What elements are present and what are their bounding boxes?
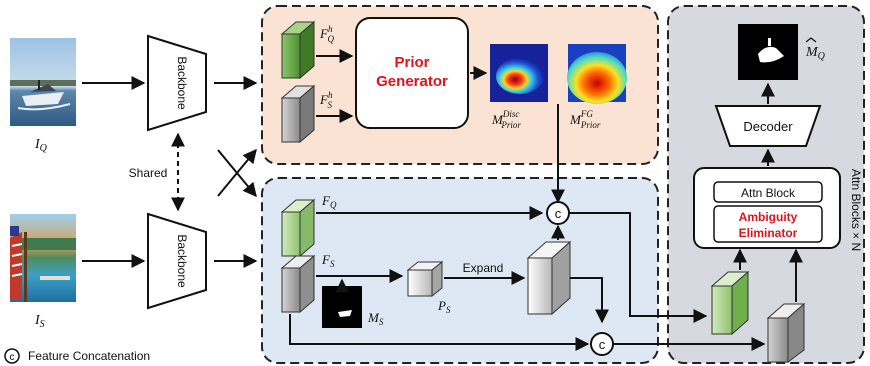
disc-prior-label: MDisc Prior — [491, 109, 521, 130]
prior-generator — [355, 17, 469, 129]
fs-high-label: Fh S — [319, 90, 333, 110]
query-concat-cube — [710, 270, 750, 336]
decoder-label: Decoder — [743, 119, 793, 134]
ps-cube — [406, 260, 444, 298]
support-concat-cube — [766, 302, 806, 363]
legend-concat-icon — [4, 348, 20, 364]
fs-high-cube — [280, 84, 316, 144]
attn-block — [713, 181, 823, 203]
support-backbone-label: Backbone — [175, 234, 189, 288]
concat-symbol-query: c — [555, 206, 562, 221]
attn-block-label: Attn Block — [741, 186, 796, 200]
fq-high-cube — [280, 20, 316, 80]
fg-prior-heatmap — [567, 44, 627, 104]
output-label: MQ — [805, 45, 826, 62]
output-hat-icon — [805, 37, 817, 43]
fq-label: FQ — [321, 193, 337, 210]
concat-symbol-support: c — [599, 337, 606, 352]
legend-symbol: c — [10, 352, 15, 363]
attn-repeat-label: Attn Blocks × N — [849, 169, 863, 251]
prior-generator-line1: Prior — [394, 54, 429, 71]
fs-label: FS — [321, 252, 335, 269]
disc-prior-heatmap — [490, 44, 548, 102]
shared-label: Shared — [129, 166, 168, 180]
query-backbone-label: Backbone — [175, 56, 189, 110]
support-image — [10, 214, 76, 302]
support-image-label: IS — [34, 313, 45, 330]
ms-label: MS — [367, 310, 384, 327]
decoder — [714, 105, 822, 147]
legend-text: Feature Concatenation — [28, 349, 150, 363]
arrow-fs-to-concat2 — [289, 314, 590, 351]
fq-high-label: Fh Q — [319, 24, 334, 44]
fg-prior-label: MFG Prior — [569, 109, 601, 130]
ambiguity-eliminator-line2: Eliminator — [739, 226, 798, 240]
fq-cube — [280, 198, 316, 258]
support-backbone — [147, 212, 207, 310]
expand-label: Expand — [463, 261, 504, 275]
ambiguity-eliminator — [713, 205, 823, 243]
support-mask — [322, 286, 362, 328]
prior-generator-line2: Generator — [376, 73, 448, 90]
predicted-mask — [738, 24, 798, 80]
cross-arrow-up — [217, 148, 257, 197]
query-backbone — [147, 34, 207, 132]
ambiguity-eliminator-line1: Ambiguity — [739, 210, 798, 224]
expanded-prototype-cube — [526, 240, 572, 316]
query-image-label: IQ — [34, 137, 48, 154]
ps-label: PS — [437, 298, 451, 315]
query-image — [10, 38, 76, 126]
arrow-query-concat-to-attn — [569, 212, 708, 323]
fs-cube — [280, 254, 316, 314]
arrow-expanded-to-concat2 — [570, 277, 609, 324]
